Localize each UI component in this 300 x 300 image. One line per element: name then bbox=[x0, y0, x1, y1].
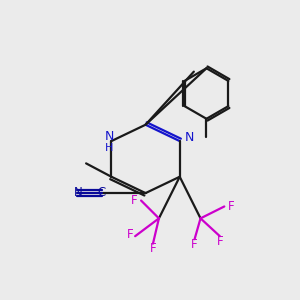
Text: F: F bbox=[217, 235, 223, 248]
Text: N: N bbox=[74, 186, 82, 199]
Text: H: H bbox=[105, 142, 113, 153]
Text: F: F bbox=[131, 194, 138, 207]
Text: F: F bbox=[227, 200, 234, 213]
Text: N: N bbox=[185, 131, 194, 144]
Text: F: F bbox=[150, 242, 156, 256]
Text: C: C bbox=[98, 186, 106, 199]
Text: F: F bbox=[127, 228, 133, 241]
Text: F: F bbox=[191, 238, 198, 251]
Text: N: N bbox=[104, 130, 114, 143]
